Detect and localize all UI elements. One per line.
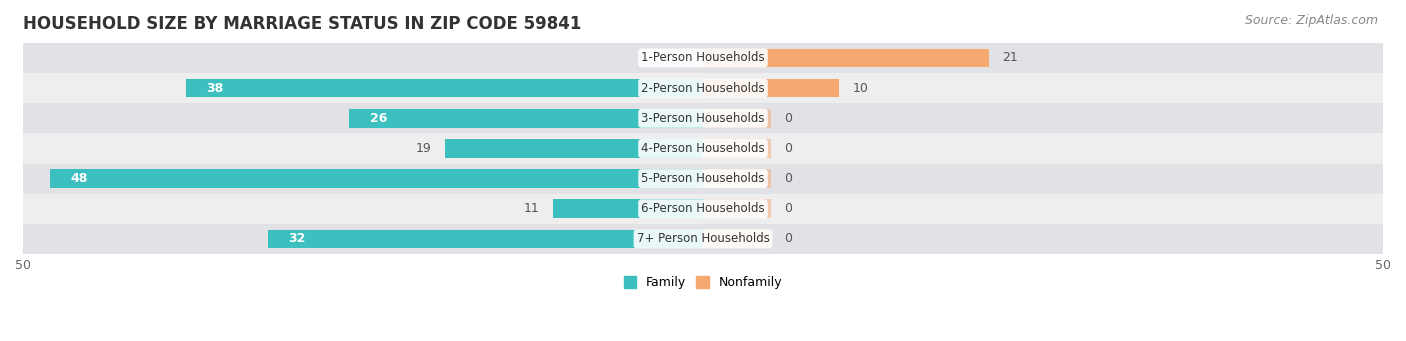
Text: 0: 0 — [785, 172, 793, 185]
Text: 0: 0 — [785, 233, 793, 246]
Text: 10: 10 — [852, 81, 869, 95]
Bar — [703, 169, 770, 188]
Bar — [703, 139, 770, 158]
Text: HOUSEHOLD SIZE BY MARRIAGE STATUS IN ZIP CODE 59841: HOUSEHOLD SIZE BY MARRIAGE STATUS IN ZIP… — [22, 15, 581, 33]
Bar — [703, 199, 770, 218]
Bar — [267, 229, 703, 248]
Bar — [22, 224, 1384, 254]
Bar — [186, 79, 703, 98]
Text: 21: 21 — [1002, 51, 1018, 64]
Text: 4-Person Households: 4-Person Households — [641, 142, 765, 155]
Bar — [22, 133, 1384, 164]
Text: 48: 48 — [70, 172, 89, 185]
Bar — [350, 109, 703, 128]
Text: 0: 0 — [785, 112, 793, 125]
Text: 32: 32 — [288, 233, 305, 246]
Bar — [703, 229, 770, 248]
Bar — [703, 109, 770, 128]
Bar — [22, 103, 1384, 133]
Bar — [703, 79, 839, 98]
Bar — [703, 49, 988, 67]
Legend: Family, Nonfamily: Family, Nonfamily — [619, 271, 787, 294]
Text: Source: ZipAtlas.com: Source: ZipAtlas.com — [1244, 14, 1378, 27]
Text: 1-Person Households: 1-Person Households — [641, 51, 765, 64]
Text: 38: 38 — [207, 81, 224, 95]
Bar — [554, 199, 703, 218]
Text: 5-Person Households: 5-Person Households — [641, 172, 765, 185]
Text: 3-Person Households: 3-Person Households — [641, 112, 765, 125]
Bar — [22, 164, 1384, 194]
Text: 7+ Person Households: 7+ Person Households — [637, 233, 769, 246]
Text: 6-Person Households: 6-Person Households — [641, 202, 765, 215]
Text: 0: 0 — [785, 202, 793, 215]
Bar — [22, 194, 1384, 224]
Bar — [51, 169, 703, 188]
Bar — [22, 73, 1384, 103]
Text: 2-Person Households: 2-Person Households — [641, 81, 765, 95]
Bar — [444, 139, 703, 158]
Text: 0: 0 — [785, 142, 793, 155]
Text: 19: 19 — [415, 142, 432, 155]
Text: 26: 26 — [370, 112, 387, 125]
Bar — [22, 43, 1384, 73]
Text: 11: 11 — [524, 202, 540, 215]
